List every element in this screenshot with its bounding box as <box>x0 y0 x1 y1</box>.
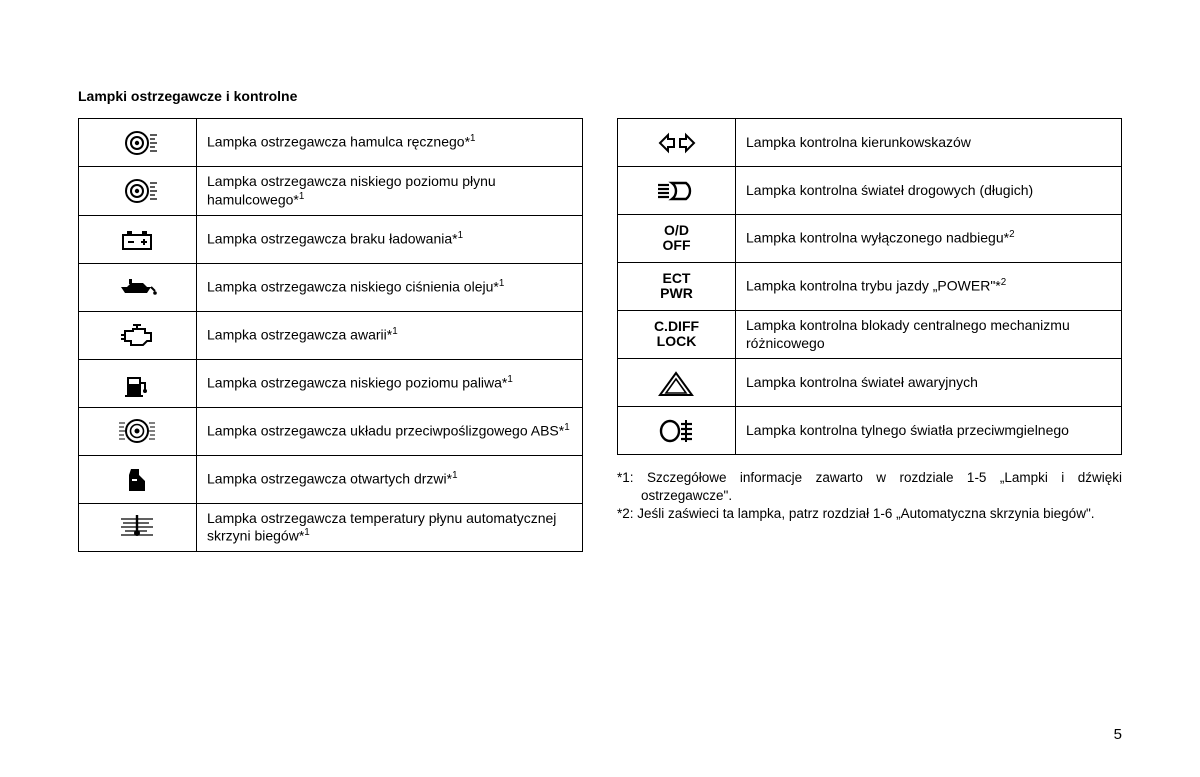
table-row: Lampka ostrzegawcza otwartych drzwi*1 <box>79 455 583 503</box>
brake-disc-icon <box>117 177 159 205</box>
icon-cell <box>79 215 197 263</box>
hazard-icon <box>656 369 698 397</box>
desc-cell: Lampka kontrolna blokady centralnego mec… <box>736 311 1122 359</box>
icon-cell <box>79 167 197 216</box>
table-row: Lampka ostrzegawcza niskiego poziomu pal… <box>79 359 583 407</box>
table-row: Lampka ostrzegawcza niskiego ciśnienia o… <box>79 263 583 311</box>
left-table: Lampka ostrzegawcza hamulca ręcznego*1La… <box>78 118 583 552</box>
rear-fog-icon <box>656 417 698 445</box>
desc-cell: Lampka ostrzegawcza niskiego poziomu pły… <box>197 167 583 216</box>
cdiff-icon: C.DIFFLOCK <box>654 319 699 348</box>
fuel-icon <box>117 369 159 397</box>
icon-cell <box>79 119 197 167</box>
icon-cell: C.DIFFLOCK <box>618 311 736 359</box>
icon-cell <box>79 407 197 455</box>
right-column: Lampka kontrolna kierunkowskazówLampka k… <box>617 118 1122 552</box>
at-temp-icon <box>117 513 159 541</box>
icon-cell <box>79 455 197 503</box>
turn-icon <box>656 129 698 157</box>
icon-cell <box>618 359 736 407</box>
desc-cell: Lampka kontrolna trybu jazdy „POWER"*2 <box>736 263 1122 311</box>
right-table: Lampka kontrolna kierunkowskazówLampka k… <box>617 118 1122 455</box>
desc-cell: Lampka ostrzegawcza braku ładowania*1 <box>197 215 583 263</box>
content-columns: Lampka ostrzegawcza hamulca ręcznego*1La… <box>78 118 1122 552</box>
desc-cell: Lampka ostrzegawcza temperatury płynu au… <box>197 503 583 552</box>
table-row: Lampka ostrzegawcza hamulca ręcznego*1 <box>79 119 583 167</box>
ect-pwr-icon: ECTPWR <box>660 271 693 300</box>
icon-cell <box>79 311 197 359</box>
battery-icon <box>117 225 159 253</box>
desc-cell: Lampka kontrolna świateł drogowych (dług… <box>736 167 1122 215</box>
desc-cell: Lampka ostrzegawcza hamulca ręcznego*1 <box>197 119 583 167</box>
desc-cell: Lampka ostrzegawcza niskiego poziomu pal… <box>197 359 583 407</box>
table-row: Lampka kontrolna tylnego światła przeciw… <box>618 407 1122 455</box>
desc-cell: Lampka kontrolna świateł awaryjnych <box>736 359 1122 407</box>
oil-icon <box>117 273 159 301</box>
abs-icon <box>117 417 159 445</box>
desc-cell: Lampka ostrzegawcza awarii*1 <box>197 311 583 359</box>
desc-cell: Lampka kontrolna tylnego światła przeciw… <box>736 407 1122 455</box>
desc-cell: Lampka kontrolna kierunkowskazów <box>736 119 1122 167</box>
desc-cell: Lampka kontrolna wyłączonego nadbiegu*2 <box>736 215 1122 263</box>
footnote-1: *1: Szczegółowe informacje zawarto w roz… <box>617 469 1122 505</box>
page-title: Lampki ostrzegawcze i kontrolne <box>78 88 1122 104</box>
od-off-icon: O/DOFF <box>663 223 691 252</box>
table-row: ECTPWR Lampka kontrolna trybu jazdy „POWE… <box>618 263 1122 311</box>
icon-cell <box>618 167 736 215</box>
table-row: Lampka kontrolna kierunkowskazów <box>618 119 1122 167</box>
table-row: Lampka ostrzegawcza temperatury płynu au… <box>79 503 583 552</box>
page-number: 5 <box>1114 726 1122 743</box>
icon-cell <box>79 263 197 311</box>
icon-cell <box>79 503 197 552</box>
icon-cell <box>618 119 736 167</box>
desc-cell: Lampka ostrzegawcza układu przeciwpośliz… <box>197 407 583 455</box>
engine-icon <box>117 321 159 349</box>
table-row: C.DIFFLOCK Lampka kontrolna blokady centr… <box>618 311 1122 359</box>
table-row: Lampka ostrzegawcza niskiego poziomu pły… <box>79 167 583 216</box>
table-row: Lampka ostrzegawcza braku ładowania*1 <box>79 215 583 263</box>
icon-cell <box>618 407 736 455</box>
table-row: Lampka ostrzegawcza awarii*1 <box>79 311 583 359</box>
left-column: Lampka ostrzegawcza hamulca ręcznego*1La… <box>78 118 583 552</box>
high-beam-icon <box>656 177 698 205</box>
icon-cell: O/DOFF <box>618 215 736 263</box>
desc-cell: Lampka ostrzegawcza otwartych drzwi*1 <box>197 455 583 503</box>
footnote-2: *2: Jeśli zaświeci ta lampka, patrz rozd… <box>617 505 1122 523</box>
table-row: Lampka kontrolna świateł drogowych (dług… <box>618 167 1122 215</box>
table-row: Lampka ostrzegawcza układu przeciwpośliz… <box>79 407 583 455</box>
footnotes: *1: Szczegółowe informacje zawarto w roz… <box>617 469 1122 524</box>
brake-disc-icon <box>117 129 159 157</box>
table-row: O/DOFF Lampka kontrolna wyłączonego nadbi… <box>618 215 1122 263</box>
desc-cell: Lampka ostrzegawcza niskiego ciśnienia o… <box>197 263 583 311</box>
table-row: Lampka kontrolna świateł awaryjnych <box>618 359 1122 407</box>
door-icon <box>117 465 159 493</box>
icon-cell: ECTPWR <box>618 263 736 311</box>
icon-cell <box>79 359 197 407</box>
